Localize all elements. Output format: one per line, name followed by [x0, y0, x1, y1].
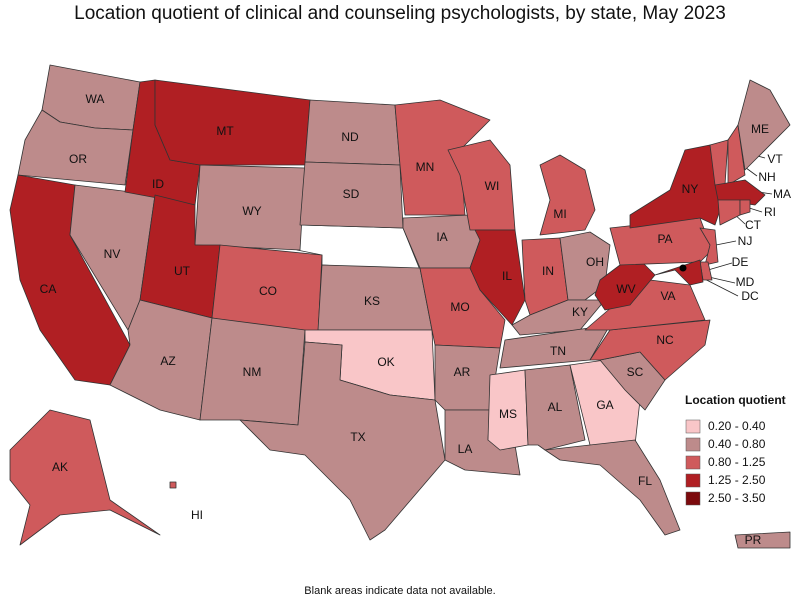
- states: [9, 64, 791, 549]
- state-label: KS: [364, 294, 380, 308]
- legend-label: 0.20 - 0.40: [708, 419, 766, 433]
- state-label: WA: [86, 92, 105, 106]
- state-label: NV: [104, 247, 121, 261]
- state-label: PA: [657, 232, 672, 246]
- state-label: RI: [764, 205, 776, 219]
- legend-swatch: [685, 491, 701, 506]
- state: [739, 199, 751, 216]
- state-label: OK: [377, 355, 394, 369]
- state-label: PR: [745, 533, 762, 547]
- state-label: CA: [40, 282, 57, 296]
- legend-label: 1.25 - 2.50: [708, 473, 766, 487]
- state-label: NH: [758, 170, 775, 184]
- state: [544, 439, 681, 536]
- state: [714, 179, 766, 206]
- state-label: MD: [736, 275, 755, 289]
- legend-swatch: [685, 455, 701, 470]
- note: Blank areas indicate data not available.: [304, 585, 495, 597]
- state-label: SC: [627, 365, 644, 379]
- state-label: MT: [216, 124, 234, 138]
- state-label: MI: [553, 207, 566, 221]
- state-label: WI: [485, 179, 500, 193]
- state-label: NC: [656, 333, 674, 347]
- state: [239, 341, 446, 541]
- state-label: WV: [616, 282, 635, 296]
- state: [727, 124, 746, 186]
- map-title: Location quotient of clinical and counse…: [74, 3, 726, 24]
- state: [469, 229, 526, 326]
- legend-title: Location quotient: [685, 393, 786, 407]
- state: [487, 369, 529, 451]
- state-label: NY: [682, 182, 699, 196]
- state: [717, 199, 741, 226]
- legend-label: 2.50 - 3.50: [708, 491, 766, 505]
- state-label: FL: [638, 474, 652, 488]
- state-label: AK: [52, 460, 68, 474]
- legend-swatch: [685, 419, 701, 434]
- state-label: GA: [596, 398, 613, 412]
- state-label: MA: [773, 187, 791, 201]
- state-label: HI: [191, 508, 203, 522]
- state: [734, 531, 791, 549]
- state: [17, 109, 134, 186]
- state-label: IN: [542, 264, 554, 278]
- state: [679, 264, 687, 272]
- state-label: SD: [343, 187, 360, 201]
- state-label: ME: [751, 122, 769, 136]
- state-label: TN: [550, 344, 566, 358]
- state-label: IL: [502, 269, 512, 283]
- legend-swatch: [685, 473, 701, 488]
- state-label: NJ: [738, 234, 753, 248]
- state-label: AR: [454, 365, 471, 379]
- state-label: MN: [416, 160, 435, 174]
- state: [194, 164, 306, 251]
- state: [511, 299, 606, 336]
- state-label: ID: [152, 177, 164, 191]
- legend-label: 0.80 - 1.25: [708, 455, 766, 469]
- state-label: VT: [767, 152, 783, 166]
- state-label: TX: [350, 430, 365, 444]
- state: [629, 144, 721, 229]
- state-label: VA: [660, 289, 675, 303]
- state-label: AL: [548, 400, 563, 414]
- state-label: UT: [174, 264, 191, 278]
- state: [699, 227, 719, 266]
- state: [169, 481, 177, 489]
- state-label: WY: [242, 204, 261, 218]
- state: [9, 409, 161, 546]
- state-label: CO: [259, 284, 277, 298]
- state-label: NM: [243, 365, 262, 379]
- state-label: DC: [741, 289, 759, 303]
- state-label: KY: [572, 305, 588, 319]
- state-label: MO: [450, 300, 469, 314]
- state-label: CT: [745, 218, 762, 232]
- legend-swatch: [685, 437, 701, 452]
- legend-label: 0.40 - 0.80: [708, 437, 766, 451]
- state: [154, 79, 311, 166]
- state-label: OR: [69, 152, 87, 166]
- state-label: MS: [499, 407, 517, 421]
- state: [737, 79, 791, 171]
- state: [654, 259, 704, 286]
- state-label: OH: [586, 255, 604, 269]
- state: [539, 154, 596, 236]
- state-label: AZ: [160, 354, 175, 368]
- state-label: IA: [436, 230, 447, 244]
- state-label: ND: [341, 130, 359, 144]
- state-label: DE: [732, 255, 749, 269]
- state-label: LA: [458, 442, 473, 456]
